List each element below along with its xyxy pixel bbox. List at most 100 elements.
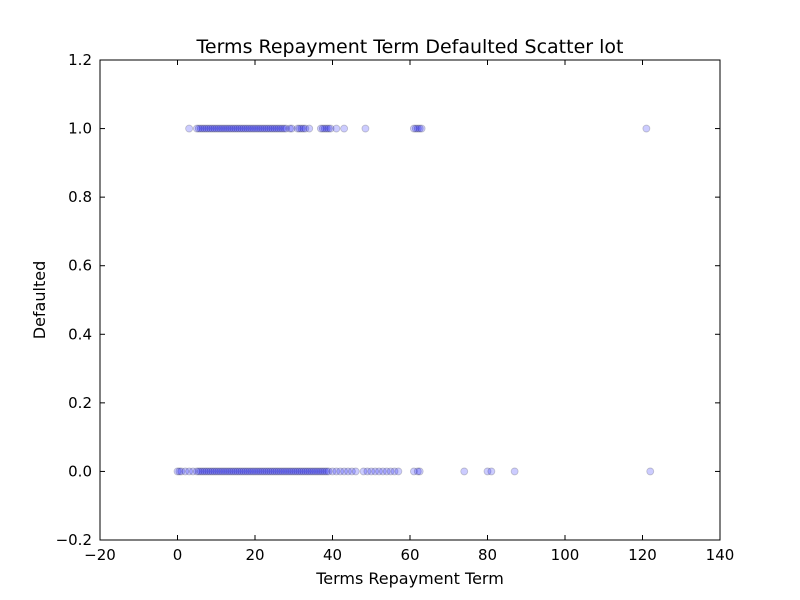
scatter-point bbox=[181, 467, 190, 476]
scatter-point bbox=[222, 467, 230, 476]
scatter-point bbox=[266, 124, 275, 133]
scatter-point bbox=[223, 467, 232, 476]
scatter-point bbox=[262, 467, 271, 476]
scatter-point bbox=[293, 467, 302, 476]
scatter-point bbox=[276, 467, 285, 476]
scatter-point bbox=[322, 467, 331, 476]
scatter-point bbox=[371, 467, 380, 476]
chart-title: Terms Repayment Term Defaulted Scatter l… bbox=[196, 36, 624, 58]
scatter-point bbox=[413, 124, 422, 133]
scatter-point bbox=[417, 124, 426, 133]
scatter-point bbox=[311, 467, 319, 476]
scatter-point bbox=[382, 467, 391, 476]
scatter-point bbox=[318, 467, 327, 476]
scatter-point bbox=[487, 467, 496, 476]
scatter-point bbox=[177, 467, 186, 476]
scatter-point bbox=[245, 124, 254, 133]
scatter-point bbox=[299, 124, 308, 133]
scatter-point bbox=[324, 467, 333, 476]
scatter-point bbox=[266, 467, 275, 476]
scatter-point bbox=[241, 124, 250, 133]
y-tick-label: 0.6 bbox=[68, 257, 92, 275]
scatter-point bbox=[340, 124, 349, 133]
scatter-point bbox=[216, 467, 225, 476]
scatter-point bbox=[340, 467, 349, 476]
scatter-point bbox=[231, 124, 240, 133]
scatter-point bbox=[233, 467, 242, 476]
scatter-point bbox=[175, 467, 184, 476]
scatter-point bbox=[198, 124, 207, 133]
scatter-point bbox=[204, 467, 213, 476]
scatter-point bbox=[210, 467, 219, 476]
scatter-point bbox=[239, 124, 248, 133]
scatter-point bbox=[185, 124, 194, 133]
scatter-point bbox=[318, 124, 327, 133]
scatter-point bbox=[204, 124, 213, 133]
scatter-point bbox=[347, 467, 356, 476]
scatter-point bbox=[332, 124, 341, 133]
scatter-point bbox=[208, 124, 217, 133]
scatter-point bbox=[287, 124, 296, 133]
scatter-point bbox=[220, 467, 228, 476]
scatter-point bbox=[249, 467, 257, 476]
scatter-point bbox=[206, 124, 215, 133]
scatter-point bbox=[320, 467, 329, 476]
scatter-point bbox=[258, 124, 267, 133]
scatter-point bbox=[274, 467, 283, 476]
scatter-point bbox=[378, 467, 387, 476]
scatter-point bbox=[413, 467, 422, 476]
x-tick-label: 140 bbox=[706, 546, 735, 564]
scatter-point bbox=[303, 467, 312, 476]
y-axis-title: Defaulted bbox=[30, 261, 49, 339]
scatter-point bbox=[268, 467, 277, 476]
scatter-point bbox=[460, 467, 469, 476]
scatter-point bbox=[351, 467, 360, 476]
scatter-point bbox=[208, 467, 217, 476]
scatter-point bbox=[646, 467, 655, 476]
x-tick-label: 80 bbox=[478, 546, 497, 564]
scatter-point bbox=[223, 124, 232, 133]
scatter-point bbox=[272, 467, 281, 476]
scatter-point bbox=[284, 467, 292, 476]
scatter-point bbox=[247, 124, 256, 133]
scatter-point bbox=[235, 124, 244, 133]
scatter-point bbox=[200, 467, 209, 476]
scatter-point bbox=[194, 124, 203, 133]
scatter-point bbox=[229, 467, 238, 476]
scatter-point bbox=[225, 467, 234, 476]
scatter-point bbox=[278, 467, 287, 476]
scatter-point bbox=[192, 124, 201, 133]
x-tick-label: 0 bbox=[173, 546, 183, 564]
scatter-point bbox=[295, 124, 304, 133]
scatter-point bbox=[249, 124, 257, 133]
scatter-point bbox=[245, 467, 254, 476]
scatter-point bbox=[185, 467, 194, 476]
scatter-point bbox=[285, 124, 294, 133]
scatter-point bbox=[359, 467, 368, 476]
scatter-point bbox=[196, 124, 205, 133]
scatter-point bbox=[320, 124, 329, 133]
scatter-point bbox=[173, 467, 182, 476]
scatter-point bbox=[239, 467, 248, 476]
scatter-point bbox=[264, 124, 273, 133]
scatter-point bbox=[411, 124, 420, 133]
scatter-point bbox=[243, 467, 252, 476]
scatter-point bbox=[233, 124, 242, 133]
scatter-point bbox=[315, 467, 323, 476]
scatter-point bbox=[309, 467, 318, 476]
scatter-point bbox=[287, 467, 296, 476]
scatter-point bbox=[214, 467, 223, 476]
scatter-point bbox=[256, 124, 265, 133]
x-tick-label: 100 bbox=[551, 546, 580, 564]
scatter-point bbox=[214, 124, 223, 133]
scatter-point bbox=[375, 467, 383, 476]
scatter-point bbox=[313, 467, 321, 476]
scatter-point bbox=[247, 467, 256, 476]
x-tick-label: −20 bbox=[84, 546, 116, 564]
scatter-point bbox=[305, 124, 314, 133]
scatter-point bbox=[256, 467, 265, 476]
x-tick-label: 20 bbox=[245, 546, 264, 564]
scatter-point bbox=[297, 467, 306, 476]
